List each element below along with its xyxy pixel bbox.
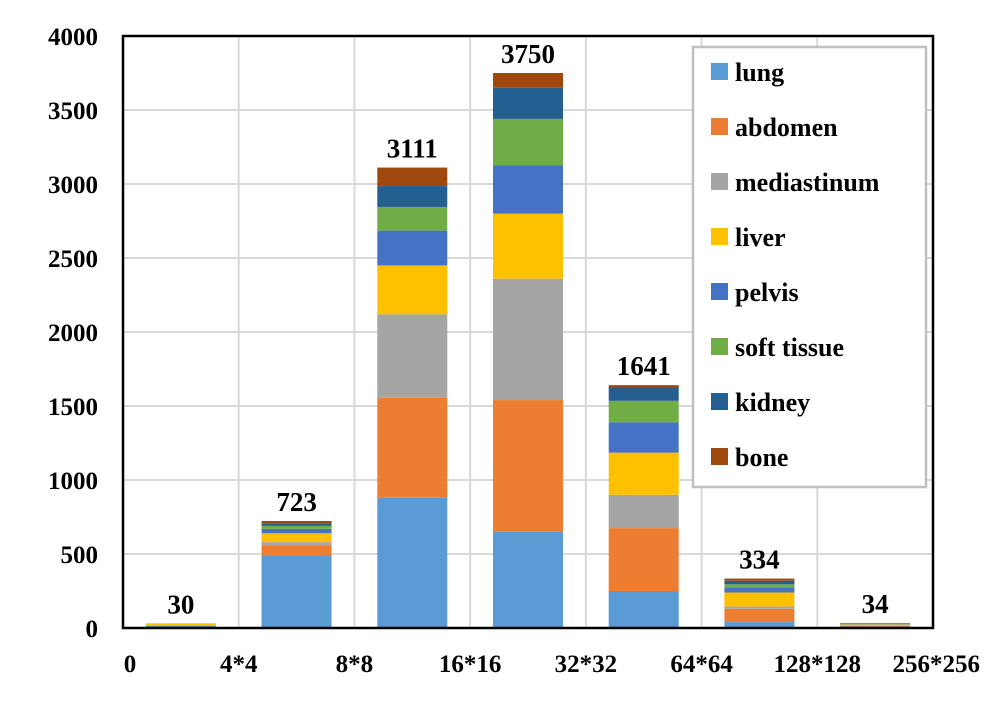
legend-swatch [711, 63, 728, 80]
bars [145, 73, 911, 628]
bar-segment-pelvis [724, 587, 795, 593]
bar-total-label: 3750 [501, 39, 555, 69]
legend-swatch [711, 448, 728, 465]
y-tick-label: 3000 [48, 172, 98, 199]
legend-label: lung [735, 58, 784, 87]
bar-segment-bone [377, 167, 448, 187]
x-tick-label: 128*128 [774, 651, 862, 678]
bar-segment-kidney [724, 580, 795, 585]
bar-segment-kidney [261, 523, 332, 526]
bar-total-labels: 30 723 3111 3750 1641 334 34 [167, 39, 888, 620]
bar-segment-abdomen [261, 545, 332, 556]
y-tick-label: 4000 [48, 24, 98, 51]
x-tick-label: 4*4 [220, 651, 258, 678]
bar-segment-pelvis [493, 165, 563, 214]
y-tick-label: 500 [61, 542, 99, 569]
x-tick-label: 16*16 [439, 651, 502, 678]
bar-segment-lung [493, 531, 563, 628]
y-tick-label: 3500 [48, 98, 98, 125]
bar-total-label: 34 [862, 589, 889, 619]
bar-segment-pelvis [608, 422, 679, 453]
bar-segment-lung [261, 555, 332, 628]
bar-segment-mediastinum [261, 542, 332, 546]
bar-segment-pelvis [377, 230, 448, 266]
bar-total-label: 723 [276, 487, 317, 517]
bar-segment-liver [377, 265, 448, 315]
y-tick-label: 2000 [48, 320, 98, 347]
legend-label: pelvis [735, 278, 799, 307]
bar-segment-bone [724, 578, 795, 581]
legend-swatch [711, 283, 728, 300]
legend-swatch [711, 173, 728, 190]
bar-segment-liver [840, 624, 911, 626]
legend-box [691, 45, 928, 489]
bar-segment-lung [377, 497, 448, 628]
x-tick-label: 0 [124, 651, 137, 678]
x-tick-label: 64*64 [670, 651, 733, 678]
bar-segment-liver [608, 452, 679, 495]
bar-segment-abdomen [377, 397, 448, 498]
bar-total-label: 334 [739, 545, 780, 575]
bar-segment-abdomen [840, 625, 911, 627]
bar-segment-pelvis [261, 528, 332, 534]
y-tick-label: 1500 [48, 394, 98, 421]
legend-swatch [711, 338, 728, 355]
bar-segment-lung [724, 622, 795, 628]
legend-label: kidney [735, 388, 810, 417]
bar-segment-kidney [608, 387, 679, 401]
bar-segment-soft-tissue [724, 584, 795, 588]
legend-label: mediastinum [735, 168, 880, 197]
bar-segment-abdomen [608, 528, 679, 591]
bar-total-label: 3111 [387, 134, 438, 164]
bar-segment-liver [145, 624, 216, 626]
legend: lung abdomen mediastinum liver pelvis soft ti… [691, 45, 928, 489]
y-tick-label: 0 [86, 616, 99, 643]
bar-segment-liver [724, 592, 795, 607]
y-axis-tick-labels: 0 500 1000 1500 2000 2500 3000 3500 4000 [48, 24, 98, 643]
legend-label: bone [735, 443, 788, 472]
bar-segment-abdomen [724, 608, 795, 623]
bar-segment-liver [493, 213, 563, 279]
x-tick-label: 32*32 [555, 651, 618, 678]
bar-segment-lung [608, 591, 679, 628]
x-tick-label: 256*256 [893, 651, 981, 678]
y-tick-label: 1000 [48, 468, 98, 495]
legend-swatch [711, 118, 728, 135]
bar-segment-soft-tissue [377, 206, 448, 231]
bar-segment-soft-tissue [261, 525, 332, 529]
bar-total-label: 30 [167, 590, 194, 620]
legend-label: liver [735, 223, 786, 252]
bar-total-label: 1641 [617, 351, 671, 381]
y-tick-label: 2500 [48, 246, 98, 273]
bar-segment-mediastinum [493, 278, 563, 401]
bar-segment-liver [261, 533, 332, 543]
bar-segment-mediastinum [377, 314, 448, 398]
bar-segment-bone [493, 73, 563, 88]
bar-segment-bone [261, 520, 332, 524]
bar-segment-kidney [377, 186, 448, 207]
bar-segment-mediastinum [724, 606, 795, 609]
bar-segment-soft-tissue [608, 400, 679, 423]
legend-swatch [711, 228, 728, 245]
bar-segment-kidney [493, 87, 563, 119]
x-tick-label: 8*8 [336, 651, 374, 678]
bar-segment-bone [608, 385, 679, 388]
bar-segment-mediastinum [608, 494, 679, 529]
legend-swatch [711, 393, 728, 410]
legend-label: abdomen [735, 113, 838, 142]
plot-area-border [121, 34, 935, 630]
bar-segment-abdomen [493, 400, 563, 532]
legend-label: soft tissue [735, 333, 844, 362]
bar-segment-soft-tissue [493, 118, 563, 166]
x-axis-tick-labels: 0 4*4 8*8 16*16 32*32 64*64 128*128 256*256 [124, 651, 980, 678]
